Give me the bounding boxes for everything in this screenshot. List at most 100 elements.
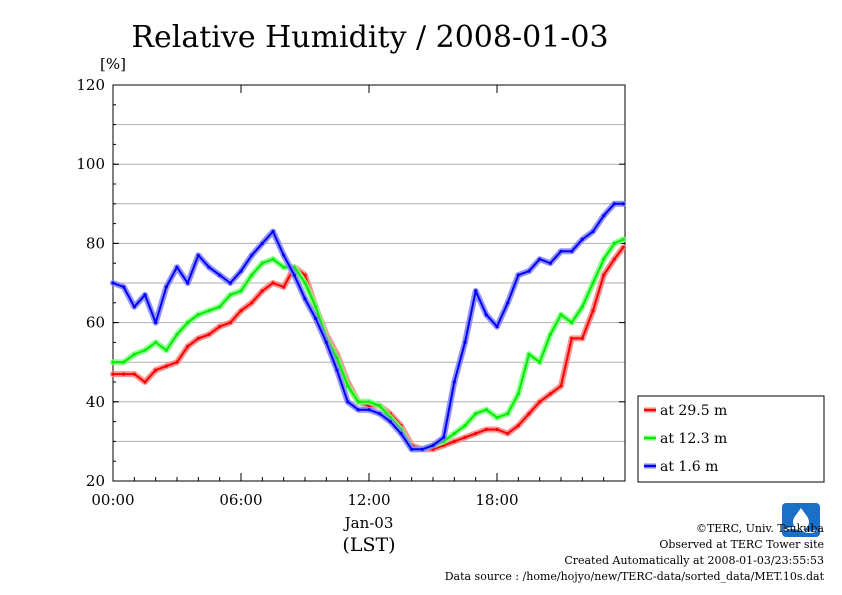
data-point [527, 412, 531, 416]
data-point [303, 281, 307, 285]
data-point [271, 281, 275, 285]
data-point [506, 431, 510, 436]
data-point [452, 380, 456, 384]
data-point [164, 364, 168, 368]
data-point [484, 313, 488, 317]
data-point [335, 356, 339, 360]
y-tick-label: 80 [86, 234, 105, 252]
data-point [346, 384, 350, 388]
data-point [356, 408, 360, 412]
data-point [367, 408, 371, 412]
data-point [196, 313, 200, 317]
data-point [111, 360, 115, 364]
data-point [314, 317, 318, 321]
data-point [538, 257, 542, 261]
data-point [516, 273, 520, 277]
data-point [282, 265, 286, 269]
data-point [154, 340, 158, 344]
data-point [122, 285, 126, 289]
data-point [516, 392, 520, 396]
data-point [388, 420, 392, 424]
y-tick-label: 100 [76, 155, 105, 173]
copyright-text: ©TERC, Univ. Tsukuba [695, 522, 824, 535]
data-point [271, 257, 275, 261]
data-point [111, 372, 115, 376]
data-point [474, 289, 478, 293]
data-point [495, 416, 499, 420]
data-point [164, 285, 168, 289]
data-point [559, 384, 563, 388]
data-point [207, 309, 211, 313]
x-tick-label: 00:00 [91, 491, 134, 509]
data-point [495, 325, 499, 329]
data-point [175, 360, 179, 364]
data-point [538, 360, 542, 364]
data-point [314, 305, 318, 309]
data-point [292, 273, 296, 277]
data-point [207, 332, 211, 337]
y-tick-label: 120 [76, 76, 105, 94]
data-point [548, 261, 552, 265]
data-point [132, 305, 136, 309]
data-point [602, 214, 606, 218]
data-point [621, 237, 625, 241]
data-point [367, 400, 371, 404]
data-point [570, 249, 574, 253]
footer: ©TERC, Univ. Tsukuba Observed at TERC To… [445, 521, 824, 585]
series-group [110, 200, 627, 453]
data-point [602, 273, 606, 277]
x-ticks: 00:00 06:00 12:00 18:00 [91, 85, 626, 509]
data-point [570, 336, 574, 340]
data-point [175, 332, 179, 337]
data-point [239, 269, 243, 273]
data-point [250, 253, 254, 257]
created-text: Created Automatically at 2008-01-03/23:5… [564, 554, 824, 567]
data-point [527, 269, 531, 273]
data-point [228, 281, 232, 285]
source-text: Data source : /home/hojyo/new/TERC-data/… [444, 570, 824, 583]
legend-label: at 29.5 m [660, 403, 727, 419]
data-point [143, 348, 147, 352]
chart-title: Relative Humidity / 2008-01-03 [131, 20, 608, 55]
data-point [271, 229, 275, 234]
data-point [282, 253, 286, 257]
data-point [303, 297, 307, 301]
data-point [463, 435, 467, 439]
x-tick-label: 06:00 [219, 491, 262, 509]
legend-items: at 29.5 m at 12.3 m at 1.6 m [644, 403, 727, 475]
data-point [122, 372, 126, 376]
y-tick-label: 40 [86, 393, 105, 411]
data-point [612, 257, 616, 261]
data-point [346, 400, 350, 404]
data-point [580, 336, 584, 340]
data-point [538, 400, 542, 404]
legend-box [637, 395, 825, 483]
data-point [282, 285, 286, 289]
data-point [591, 229, 595, 234]
data-point [484, 427, 488, 432]
data-point [621, 202, 625, 206]
data-point [420, 447, 424, 451]
data-point [132, 352, 136, 356]
data-point [228, 293, 232, 297]
data-point [495, 427, 499, 432]
data-point [548, 392, 552, 396]
data-point [186, 321, 190, 325]
legend-label: at 1.6 m [660, 459, 718, 475]
series-glow-2 [110, 200, 627, 453]
data-point [484, 408, 488, 412]
data-point [218, 325, 222, 329]
data-point [580, 237, 584, 241]
data-point [559, 313, 563, 317]
data-point [196, 336, 200, 340]
data-point [335, 368, 339, 372]
data-point [175, 265, 179, 269]
data-point [474, 431, 478, 436]
data-point [474, 412, 478, 416]
data-point [580, 305, 584, 309]
y-tick-label: 20 [86, 472, 105, 490]
data-point [239, 289, 243, 293]
data-point [324, 340, 328, 344]
data-point [548, 332, 552, 337]
data-point [132, 372, 136, 376]
